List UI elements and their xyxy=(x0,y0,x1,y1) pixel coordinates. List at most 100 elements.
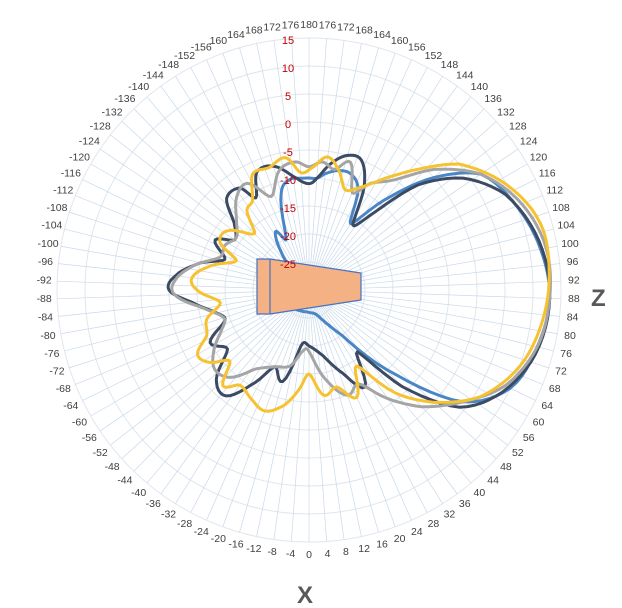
angle-tick-label: -20 xyxy=(211,533,226,545)
angle-tick-label: -140 xyxy=(128,81,149,93)
angle-tick-label: 0 xyxy=(306,549,312,561)
angle-tick-labels: 180 176 172 168 164 1601561521481441401361321… xyxy=(37,19,580,561)
grid-spoke xyxy=(121,289,310,459)
grid-spoke xyxy=(160,289,310,495)
grid-spoke xyxy=(308,289,396,527)
angle-tick-label: -104 xyxy=(41,220,62,232)
angle-tick-label: 52 xyxy=(512,447,524,459)
radial-tick-label: -5 xyxy=(283,147,293,159)
angle-tick-label: -72 xyxy=(49,366,64,378)
angle-tick-label: 96 xyxy=(567,256,579,268)
grid-spoke xyxy=(110,289,310,446)
angle-tick-label: 136 xyxy=(484,93,502,105)
grid-spoke xyxy=(308,289,485,472)
angle-tick-label: -124 xyxy=(79,136,100,148)
grid-spoke xyxy=(308,289,519,432)
grid-spoke xyxy=(175,76,310,291)
angle-tick-label: -132 xyxy=(102,106,123,118)
angle-tick-label: -128 xyxy=(90,121,111,133)
angle-tick-label: 84 xyxy=(567,311,579,323)
grid-spoke xyxy=(308,289,428,513)
radial-tick-label: 15 xyxy=(282,35,294,47)
angle-tick-label: 100 xyxy=(561,238,579,250)
grid-spoke xyxy=(308,289,536,401)
angle-tick-label: -92 xyxy=(37,275,52,287)
radial-tick-label: 5 xyxy=(285,91,291,103)
angle-tick-label: 108 xyxy=(552,202,570,214)
angle-tick-label: 160 xyxy=(210,35,228,47)
angle-tick-label: -28 xyxy=(177,518,192,530)
angle-tick-label: -64 xyxy=(63,400,78,412)
grid-spoke xyxy=(190,67,310,291)
grid-spoke xyxy=(222,289,310,527)
angle-tick-label: -80 xyxy=(40,330,55,342)
radial-tick-label: -10 xyxy=(280,175,296,187)
angle-tick-label: -148 xyxy=(158,59,179,71)
grid-spoke xyxy=(308,289,327,542)
x-axis-label: X xyxy=(297,582,313,608)
grid-spoke xyxy=(308,59,412,291)
angle-tick-label: 120 xyxy=(530,151,548,163)
series-line-4 xyxy=(189,155,551,413)
angle-tick-label: -112 xyxy=(53,185,73,197)
grid-spoke xyxy=(308,289,508,446)
angle-tick-label: -96 xyxy=(38,256,53,268)
angle-tick-label: 92 xyxy=(568,275,580,287)
grid-spoke xyxy=(308,85,458,291)
angle-tick-label: 12 xyxy=(358,543,370,555)
angle-tick-label: -12 xyxy=(246,543,261,555)
angle-tick-label: 104 xyxy=(557,220,575,232)
series-line-3 xyxy=(170,159,552,409)
angle-tick-label: 160 xyxy=(391,35,409,47)
grid-spoke xyxy=(308,67,428,291)
angle-tick-label: -40 xyxy=(131,487,146,499)
angle-tick-label: 76 xyxy=(560,348,572,360)
angle-tick-label: -44 xyxy=(117,474,132,486)
angle-tick-label: 8 xyxy=(343,546,349,558)
angle-tick-label: 4 xyxy=(325,548,331,560)
grid-spoke xyxy=(133,108,310,291)
grid-spoke xyxy=(308,289,472,484)
angle-tick-label: 116 xyxy=(539,168,556,180)
angle-tick-label: 28 xyxy=(428,518,440,530)
angle-tick-label: -56 xyxy=(82,432,97,444)
grid-spoke xyxy=(273,40,310,291)
radial-tick-label: -20 xyxy=(280,231,296,243)
angle-tick-label: -76 xyxy=(44,348,59,360)
grid-spoke xyxy=(273,289,310,540)
angle-tick-label: 56 xyxy=(523,432,535,444)
angle-tick-label: -136 xyxy=(114,93,135,105)
angle-tick-label: 24 xyxy=(411,526,423,538)
polar-grid xyxy=(56,37,562,543)
angle-tick-label: 36 xyxy=(459,498,471,510)
angle-tick-label: -68 xyxy=(56,383,71,395)
angle-tick-label: 48 xyxy=(500,461,512,473)
grid-spoke xyxy=(308,289,528,417)
radial-tick-label: -15 xyxy=(280,203,296,215)
angle-tick-label: 88 xyxy=(568,293,580,305)
angle-tick-label: 164 xyxy=(227,29,245,41)
angle-tick-label: -4 xyxy=(286,548,295,560)
angle-tick-label: -152 xyxy=(174,50,195,62)
angle-tick-label: 180 xyxy=(300,19,318,31)
grid-spoke xyxy=(308,289,458,495)
grid-spoke xyxy=(222,53,310,291)
angle-tick-label: -52 xyxy=(93,447,108,459)
angle-tick-label: -36 xyxy=(146,498,161,510)
angle-tick-label: 64 xyxy=(541,400,553,412)
angle-tick-label: 144 xyxy=(456,69,474,81)
grid-spoke xyxy=(239,47,310,291)
grid-spoke xyxy=(206,59,310,291)
angle-tick-label: -100 xyxy=(38,238,59,250)
grid-spoke xyxy=(291,289,310,542)
angle-tick-label: 20 xyxy=(394,533,406,545)
grid-spoke xyxy=(308,289,543,385)
angle-tick-label: -144 xyxy=(143,69,164,81)
grid-spoke xyxy=(308,289,549,369)
angle-tick-label: 172 xyxy=(337,21,355,33)
grid-spoke xyxy=(308,289,497,459)
grid-spoke xyxy=(308,289,379,533)
angle-tick-label: 176 xyxy=(319,19,337,31)
grid-spoke xyxy=(133,289,310,472)
